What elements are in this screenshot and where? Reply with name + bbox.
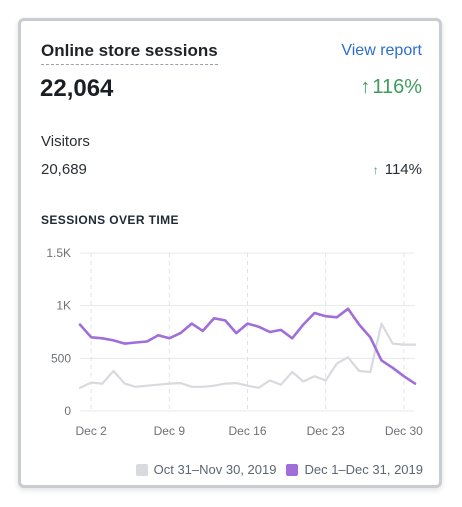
- legend-swatch-current: [286, 463, 299, 476]
- y-tick-label: 1K: [56, 299, 71, 313]
- card-title[interactable]: Online store sessions: [41, 41, 218, 65]
- y-tick-label: 1.5K: [46, 246, 71, 260]
- arrow-up-icon: ↑: [360, 76, 371, 98]
- x-tick-label: Dec 9: [154, 424, 186, 438]
- total-change-value: 116%: [372, 76, 422, 98]
- x-tick-label: Dec 30: [385, 424, 423, 438]
- sessions-chart: 1.5K 1K 500 0 Dec 2 Dec 9 Dec 16 Dec 23 Dec 30: [46, 246, 423, 438]
- total-sessions-value: 22,064: [40, 75, 114, 102]
- visitors-change: ↑ 114%: [373, 161, 422, 178]
- x-tick-label: Dec 23: [307, 424, 345, 438]
- legend-label-previous: Oct 31–Nov 30, 2019: [153, 462, 277, 477]
- legend-item-current[interactable]: Dec 1–Dec 31, 2019: [286, 462, 423, 477]
- sessions-card: Online store sessions View report 22,064…: [18, 18, 442, 488]
- series-line-current: [78, 307, 417, 385]
- legend-label-current: Dec 1–Dec 31, 2019: [304, 462, 423, 477]
- visitors-value: 20,689: [41, 161, 87, 178]
- chart-legend: Oct 31–Nov 30, 2019 Dec 1–Dec 31, 2019: [135, 462, 423, 477]
- arrow-up-icon: ↑: [372, 162, 379, 177]
- section-heading: SESSIONS OVER TIME: [41, 213, 179, 227]
- total-change: ↑ 116%: [360, 76, 422, 99]
- visitors-label: Visitors: [41, 133, 90, 150]
- view-report-link[interactable]: View report: [341, 42, 422, 59]
- y-tick-label: 500: [51, 351, 71, 365]
- x-tick-label: Dec 2: [75, 424, 107, 438]
- y-tick-label: 0: [64, 404, 71, 418]
- series-line-previous: [78, 322, 417, 389]
- legend-item-previous[interactable]: Oct 31–Nov 30, 2019: [135, 462, 277, 477]
- visitors-change-value: 114%: [384, 161, 422, 178]
- x-tick-label: Dec 16: [228, 424, 266, 438]
- legend-swatch-previous: [135, 463, 148, 476]
